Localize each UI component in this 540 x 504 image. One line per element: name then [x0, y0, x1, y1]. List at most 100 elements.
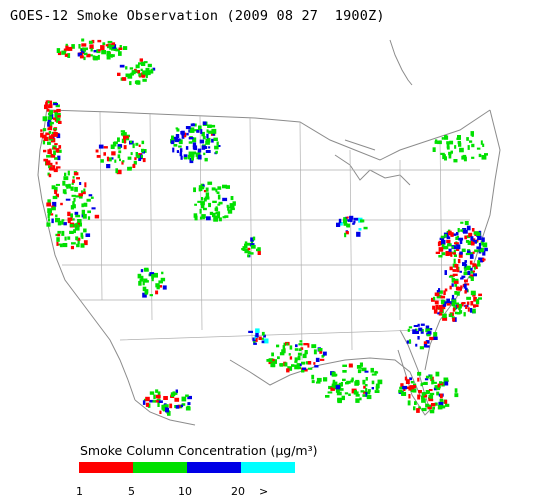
- smoke-pixel: [247, 250, 251, 255]
- smoke-pixel: [139, 58, 143, 62]
- smoke-pixel: [441, 299, 445, 305]
- smoke-pixel: [175, 134, 180, 138]
- smoke-pixel: [438, 288, 441, 293]
- smoke-pixel: [139, 278, 144, 282]
- smoke-pixel: [80, 243, 85, 248]
- smoke-pixel: [201, 214, 206, 219]
- smoke-pixel: [54, 112, 58, 117]
- smoke-pixel: [56, 48, 61, 53]
- smoke-pixel: [215, 188, 218, 193]
- smoke-pixel: [175, 405, 180, 409]
- smoke-pixel: [97, 49, 101, 52]
- smoke-pixel: [222, 197, 228, 202]
- smoke-pixel: [160, 277, 166, 282]
- smoke-pixel: [224, 215, 229, 218]
- smoke-pixel: [140, 269, 144, 273]
- smoke-pixel: [456, 311, 461, 315]
- smoke-pixel: [55, 161, 58, 165]
- legend-tick-1: 1: [76, 485, 83, 498]
- smoke-pixel: [198, 187, 203, 192]
- smoke-pixel: [357, 369, 362, 374]
- smoke-pixel: [143, 268, 146, 272]
- smoke-pixel: [57, 155, 61, 161]
- smoke-pixel: [140, 61, 146, 66]
- smoke-pixel: [468, 232, 473, 238]
- smoke-pixel: [106, 50, 111, 56]
- smoke-pixel: [466, 301, 470, 305]
- smoke-pixel: [165, 407, 169, 413]
- smoke-pixel: [431, 379, 435, 383]
- smoke-map: [0, 24, 540, 436]
- smoke-pixel: [331, 374, 337, 377]
- smoke-pixel: [445, 251, 449, 256]
- smoke-pixel: [212, 200, 217, 203]
- smoke-pixel: [57, 230, 61, 234]
- smoke-pixel: [313, 349, 317, 355]
- smoke-pixel: [229, 205, 235, 209]
- smoke-pixel: [53, 168, 58, 173]
- smoke-pixel: [83, 202, 88, 207]
- smoke-pixel: [87, 210, 91, 214]
- smoke-pixel: [187, 402, 191, 405]
- smoke-pixel: [62, 180, 66, 186]
- smoke-pixel: [444, 233, 447, 238]
- smoke-pixel: [470, 276, 474, 281]
- smoke-pixel: [456, 244, 461, 250]
- smoke-pixel: [429, 374, 433, 380]
- smoke-pixel: [442, 154, 446, 160]
- smoke-pixel: [145, 396, 150, 402]
- smoke-pixel: [78, 193, 83, 197]
- smoke-pixel: [159, 410, 162, 414]
- smoke-pixel: [414, 331, 419, 334]
- smoke-pixel: [195, 152, 201, 157]
- smoke-pixel: [185, 146, 189, 150]
- smoke-pixel: [211, 138, 214, 143]
- smoke-pixel: [57, 220, 62, 226]
- smoke-pixel: [459, 270, 462, 273]
- smoke-pixel: [450, 232, 454, 237]
- smoke-pixel: [138, 280, 142, 286]
- smoke-pixel: [75, 236, 79, 241]
- smoke-pixel: [51, 218, 54, 224]
- smoke-pixel: [222, 216, 226, 219]
- smoke-pixel: [209, 211, 214, 215]
- legend-swatch-20-plus: [241, 462, 295, 473]
- smoke-pixel: [202, 184, 205, 188]
- smoke-pixel: [188, 141, 193, 144]
- smoke-pixel: [470, 270, 475, 274]
- smoke-pixel: [64, 236, 67, 241]
- smoke-pixel: [200, 183, 205, 187]
- smoke-pixel: [123, 145, 127, 150]
- smoke-pixel: [155, 283, 160, 288]
- smoke-pixel: [315, 357, 320, 362]
- smoke-pixel: [348, 363, 353, 368]
- smoke-pixel: [208, 130, 212, 134]
- smoke-pixel: [464, 283, 470, 286]
- coastlines: [37, 39, 501, 426]
- smoke-pixel: [47, 212, 52, 216]
- smoke-pixel: [81, 209, 85, 215]
- smoke-pixel: [47, 172, 50, 176]
- smoke-pixel: [121, 77, 127, 81]
- smoke-pixel: [423, 341, 427, 347]
- smoke-pixels: [40, 38, 488, 416]
- smoke-pixel: [343, 223, 348, 226]
- smoke-pixel: [179, 151, 183, 157]
- smoke-pixel: [61, 220, 64, 225]
- smoke-pixel: [454, 264, 459, 268]
- smoke-pixel: [352, 222, 355, 225]
- smoke-pixel: [413, 385, 417, 389]
- smoke-pixel: [417, 336, 420, 340]
- smoke-pixel: [186, 132, 189, 136]
- smoke-pixel: [183, 154, 188, 159]
- smoke-pixel: [118, 47, 123, 50]
- smoke-pixel: [227, 206, 230, 211]
- smoke-pixel: [261, 331, 265, 336]
- smoke-pixel: [423, 381, 428, 385]
- smoke-pixel: [467, 270, 471, 275]
- smoke-pixel: [358, 228, 362, 231]
- smoke-pixel: [448, 154, 452, 159]
- smoke-pixel: [342, 378, 346, 382]
- smoke-pixel: [45, 132, 50, 136]
- smoke-pixel: [50, 153, 56, 158]
